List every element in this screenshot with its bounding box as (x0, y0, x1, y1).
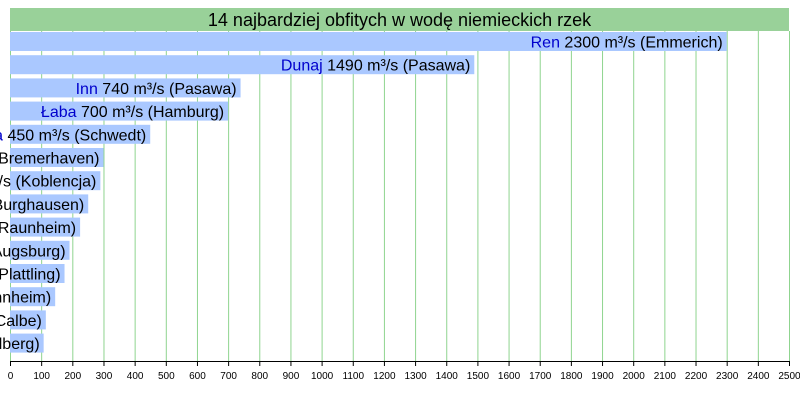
river-name: Ren (531, 35, 560, 52)
bar-layer (10, 32, 727, 353)
x-tick-label: 500 (158, 371, 175, 382)
x-tick-label: 2000 (623, 371, 646, 382)
bar (10, 310, 46, 330)
label-layer: Ren 2300 m³/s (Emmerich) Dunaj 1490 m³/s … (0, 35, 723, 354)
bar-label: Hawela 108 m³/s (Havelberg) (0, 336, 40, 353)
bar-label: Odra 450 m³/s (Schwedt) (0, 127, 146, 144)
x-tick-label: 100 (33, 371, 50, 382)
bar (10, 55, 475, 75)
x-tick-label: 1300 (404, 371, 427, 382)
bar-label: Łaba 700 m³/s (Hamburg) (41, 104, 224, 121)
chart-title: 14 najbardziej obfitych w wodę niemiecki… (208, 10, 592, 30)
x-tick-label: 2500 (778, 371, 800, 382)
bar-label: Mozela 290 m³/s (Koblencja) (0, 174, 96, 191)
bar-label: Men 225 m³/s (Raunheim) (0, 220, 76, 237)
bar (10, 32, 727, 51)
value-label: 225 m³/s (Raunheim) (0, 220, 76, 237)
value-label: 290 m³/s (Koblencja) (0, 174, 96, 191)
bar (10, 101, 229, 121)
x-tick-label: 300 (96, 371, 113, 382)
bar-label: Lech 191 m³/s (Augsburg) (0, 243, 66, 260)
bar-label: Inn 740 m³/s (Pasawa) (76, 81, 237, 98)
x-tick-label: 1900 (591, 371, 614, 382)
value-label: 108 m³/s (Havelberg) (0, 336, 40, 353)
x-tick-label: 1800 (560, 371, 583, 382)
river-name: Łaba (41, 104, 77, 121)
bar (10, 124, 151, 144)
bar-label: Izara 175 m³/s (Plattling) (0, 267, 61, 284)
x-tick-label: 2400 (747, 371, 770, 382)
bar (10, 287, 56, 307)
bar-label: Soława 115 m³/s (Calbe) (0, 313, 42, 330)
grid-layer (10, 31, 790, 361)
value-label: 740 m³/s (Pasawa) (98, 81, 237, 98)
bar (10, 78, 241, 98)
bar (10, 171, 101, 191)
bar (10, 194, 89, 214)
x-tick-label: 2300 (716, 371, 739, 382)
value-label: 700 m³/s (Hamburg) (77, 104, 225, 121)
x-tick-label: 1600 (498, 371, 521, 382)
x-tick-label: 1700 (529, 371, 552, 382)
value-label: 175 m³/s (Plattling) (0, 267, 61, 284)
x-tick-label: 400 (127, 371, 144, 382)
bar (10, 148, 104, 167)
x-tick-label: 1500 (467, 371, 490, 382)
value-label: 450 m³/s (Schwedt) (3, 127, 146, 144)
value-label: 300 m³/s (Bremerhaven) (0, 151, 99, 168)
bar-label: Neckar 145 m³/s (Mannheim) (0, 290, 51, 307)
value-label: 2300 m³/s (Emmerich) (560, 35, 723, 52)
river-name: Inn (76, 81, 98, 98)
x-axis: 0 100 200 300 400 500 600 700 800 900 1000 1100 1200… (8, 361, 800, 382)
x-tick-label: 1100 (343, 371, 365, 382)
x-tick-label: 1200 (373, 371, 396, 382)
x-tick-label: 600 (189, 371, 206, 382)
value-label: 191 m³/s (Augsburg) (0, 243, 66, 260)
x-tick-label: 200 (64, 371, 81, 382)
value-label: 145 m³/s (Mannheim) (0, 290, 51, 307)
x-tick-label: 700 (220, 371, 237, 382)
x-tick-label: 1400 (436, 371, 459, 382)
x-tick-label: 2100 (654, 371, 677, 382)
value-label: 251 m³/s (Burghausen) (0, 197, 84, 214)
title-band (10, 8, 789, 31)
value-label: 115 m³/s (Calbe) (0, 313, 42, 330)
bar (10, 264, 65, 283)
x-tick-label: 1000 (311, 371, 334, 382)
x-tick-label: 0 (8, 371, 14, 382)
bar (10, 217, 81, 237)
bar-label: Ren 2300 m³/s (Emmerich) (531, 35, 723, 52)
river-name: Dunaj (281, 58, 323, 75)
x-tick-label: 2200 (685, 371, 708, 382)
x-tick-label: 800 (251, 371, 268, 382)
x-tick-label: 900 (283, 371, 300, 382)
value-label: 1490 m³/s (Pasawa) (323, 58, 471, 75)
bar-label: Salzach 251 m³/s (Burghausen) (0, 197, 84, 214)
bar (10, 333, 44, 353)
bar-label: Wezera 300 m³/s (Bremerhaven) (0, 151, 99, 168)
bar-label: Dunaj 1490 m³/s (Pasawa) (281, 58, 470, 75)
river-name: Odra (0, 127, 3, 144)
bar (10, 240, 70, 260)
